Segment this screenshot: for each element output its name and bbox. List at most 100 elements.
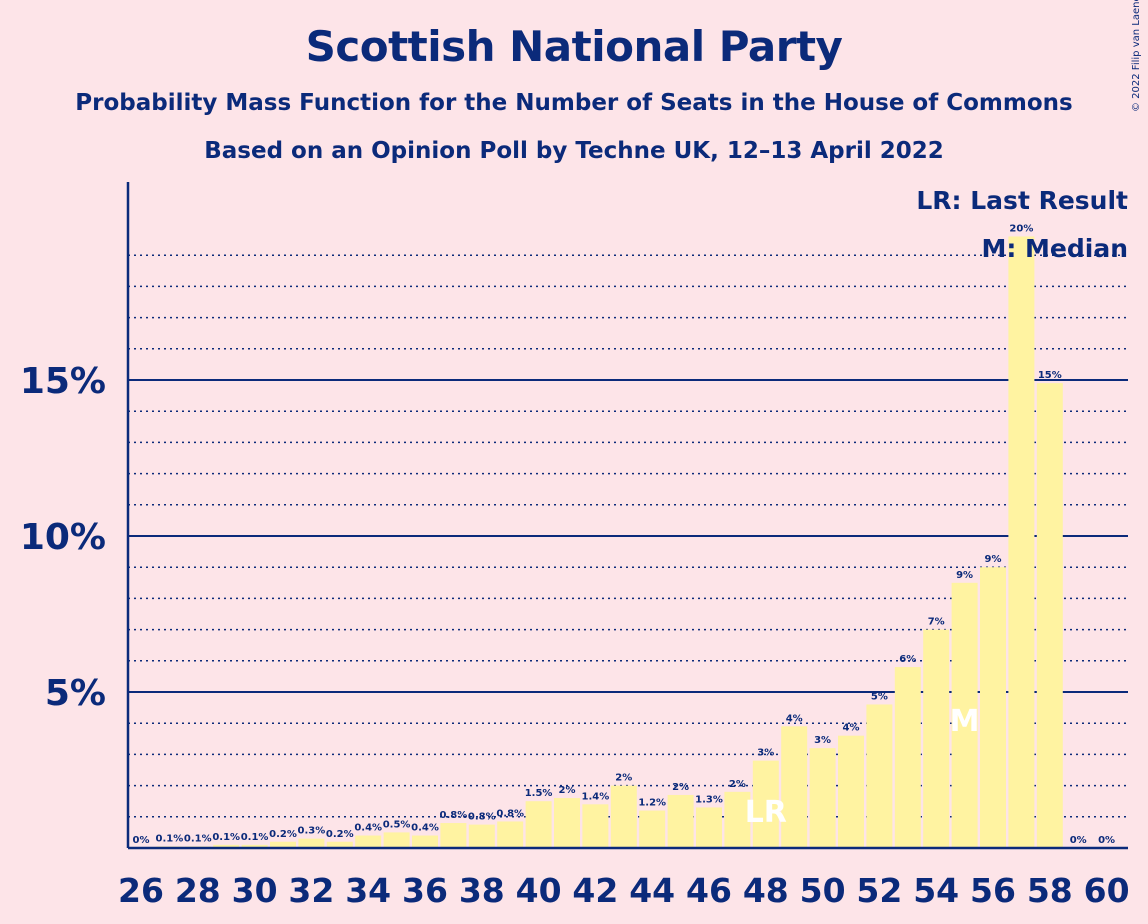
bar-label: 0.4% bbox=[354, 823, 382, 834]
bar-label: 2% bbox=[559, 785, 576, 796]
x-tick-label: 58 bbox=[1027, 871, 1073, 910]
bar bbox=[667, 794, 694, 848]
y-tick-label: 15% bbox=[20, 361, 106, 402]
bar bbox=[980, 567, 1006, 848]
bar-label: 0.2% bbox=[269, 829, 297, 840]
bar bbox=[610, 785, 637, 848]
bar bbox=[525, 801, 552, 848]
legend-median: M: Median bbox=[981, 234, 1128, 263]
bar bbox=[1008, 236, 1035, 849]
y-tick-labels: 5% 10% 15% bbox=[20, 361, 106, 714]
bar bbox=[809, 748, 836, 848]
bar-label: 3% bbox=[757, 748, 774, 759]
bar-label: 4% bbox=[786, 713, 803, 724]
bar-label: 5% bbox=[871, 691, 888, 702]
bar bbox=[270, 841, 296, 848]
bar-label: 2% bbox=[615, 773, 632, 784]
bar-label: 3% bbox=[814, 735, 831, 746]
bars bbox=[156, 236, 1063, 849]
bar-label: 0.8% bbox=[496, 808, 524, 819]
bar bbox=[696, 807, 722, 848]
bar bbox=[326, 841, 353, 848]
bar-label: 0.4% bbox=[411, 823, 439, 834]
x-tick-label: 30 bbox=[232, 871, 278, 910]
bar-label: 6% bbox=[899, 654, 916, 665]
bar bbox=[412, 835, 438, 848]
bar bbox=[298, 838, 325, 848]
bar bbox=[1036, 383, 1063, 848]
bar-label: 0.3% bbox=[298, 826, 326, 837]
bar-label: 7% bbox=[928, 617, 945, 628]
bar-label: 0.5% bbox=[383, 819, 411, 830]
bar-label: 0.1% bbox=[184, 833, 212, 844]
x-tick-label: 42 bbox=[572, 871, 618, 910]
bar bbox=[582, 804, 609, 848]
bar bbox=[554, 798, 580, 848]
chart-poll-source: Based on an Opinion Poll by Techne UK, 1… bbox=[204, 138, 944, 164]
bar-label: 2% bbox=[729, 779, 746, 790]
x-tick-label: 48 bbox=[743, 871, 789, 910]
bar-label: 4% bbox=[843, 723, 860, 734]
bar-label: 15% bbox=[1038, 370, 1062, 381]
markers: LR M bbox=[745, 704, 980, 830]
bar bbox=[838, 735, 864, 848]
bar bbox=[781, 726, 808, 848]
bar-label: 0.1% bbox=[212, 832, 240, 843]
x-tick-label: 36 bbox=[402, 871, 448, 910]
x-tick-label: 50 bbox=[800, 871, 846, 910]
x-tick-label: 46 bbox=[686, 871, 732, 910]
axes bbox=[126, 182, 1128, 850]
x-tick-label: 44 bbox=[629, 871, 675, 910]
bar bbox=[383, 832, 410, 848]
bar-label: 0.1% bbox=[241, 832, 269, 843]
last-result-marker: LR bbox=[745, 795, 787, 830]
bar-label: 0.8% bbox=[468, 812, 496, 823]
bar bbox=[894, 667, 921, 848]
bar-label: 0% bbox=[133, 835, 150, 846]
bar-label: 9% bbox=[956, 570, 973, 581]
x-tick-label: 28 bbox=[175, 871, 221, 910]
bar-label: 0.1% bbox=[156, 833, 184, 844]
bar-label: 0% bbox=[1098, 835, 1115, 846]
bar-labels: 0% 0.1% 0.1% 0.1% 0.1% 0.2% 0.3% 0.2%0.4% 0.5% 0.… bbox=[133, 223, 1116, 846]
grid-lines bbox=[128, 254, 1128, 818]
bar bbox=[923, 629, 950, 848]
x-tick-label: 52 bbox=[856, 871, 902, 910]
x-tick-label: 26 bbox=[118, 871, 164, 910]
bar-label: 2% bbox=[672, 782, 689, 793]
bar-label: 1.4% bbox=[582, 791, 610, 802]
y-tick-label: 5% bbox=[45, 673, 106, 714]
bar-label: 0% bbox=[1070, 835, 1087, 846]
bar-label: 9% bbox=[985, 554, 1002, 565]
x-tick-label: 38 bbox=[459, 871, 505, 910]
bar bbox=[440, 823, 467, 848]
x-tick-labels: 26 28 30 32 34 36 38 40 42 44 46 48 50 52 54 56 58 60 bbox=[118, 871, 1130, 910]
bar bbox=[752, 760, 779, 848]
chart-title: Scottish National Party bbox=[305, 22, 843, 71]
x-tick-label: 56 bbox=[970, 871, 1016, 910]
bar-label: 0.2% bbox=[326, 829, 354, 840]
bar bbox=[468, 824, 495, 848]
bar bbox=[355, 835, 382, 848]
x-tick-label: 60 bbox=[1084, 871, 1130, 910]
bar bbox=[639, 810, 666, 848]
bar-label: 20% bbox=[1009, 223, 1033, 234]
bar bbox=[724, 791, 751, 848]
legend-last-result: LR: Last Result bbox=[916, 186, 1128, 215]
chart-subtitle: Probability Mass Function for the Number… bbox=[75, 90, 1073, 116]
y-tick-label: 10% bbox=[20, 517, 106, 558]
bar-label: 1.3% bbox=[695, 794, 723, 805]
x-tick-label: 40 bbox=[516, 871, 562, 910]
bar-label: 0.8% bbox=[440, 810, 468, 821]
bar bbox=[866, 704, 893, 848]
x-tick-label: 34 bbox=[345, 871, 391, 910]
median-marker: M bbox=[950, 704, 980, 739]
x-tick-label: 32 bbox=[288, 871, 334, 910]
bar bbox=[213, 844, 240, 848]
bar bbox=[951, 582, 978, 848]
bar-label: 1.2% bbox=[638, 798, 666, 809]
bar bbox=[241, 844, 268, 848]
bar bbox=[497, 821, 524, 848]
bar-label: 1.5% bbox=[525, 788, 553, 799]
